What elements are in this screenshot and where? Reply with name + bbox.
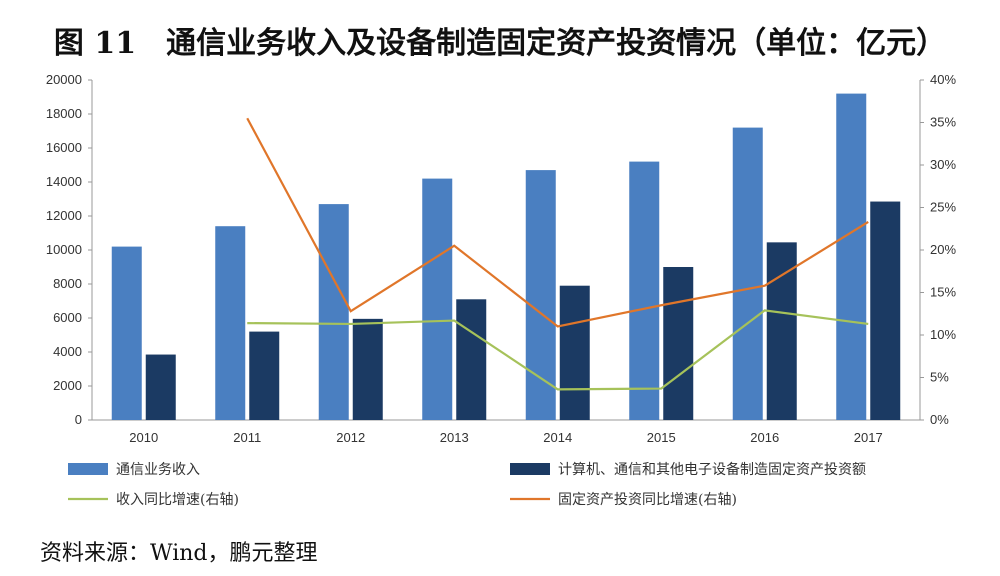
right-tick-label: 0%: [930, 412, 949, 427]
bar: [663, 267, 694, 420]
bar: [525, 170, 556, 420]
right-tick-label: 30%: [930, 157, 956, 172]
legend-label: 固定资产投资同比增速(右轴): [558, 492, 737, 508]
right-tick-label: 40%: [930, 72, 956, 87]
bars: [111, 93, 901, 420]
x-category-label: 2014: [543, 430, 572, 445]
x-category-label: 2016: [750, 430, 779, 445]
bar: [352, 318, 383, 420]
axes: 0 2000 4000 6000 8000 10000 12000 14000 16000 180…: [46, 72, 957, 445]
bar: [111, 246, 142, 420]
right-tick-label: 5%: [930, 370, 949, 385]
left-tick-label: 12000: [46, 208, 82, 223]
x-category-label: 2015: [647, 430, 676, 445]
lines: [246, 117, 869, 391]
left-tick-label: 10000: [46, 242, 82, 257]
legend-label: 通信业务收入: [116, 462, 200, 478]
left-tick-label: 6000: [53, 310, 82, 325]
bar: [318, 204, 349, 420]
left-tick-label: 4000: [53, 344, 82, 359]
source-note: 资料来源：Wind，鹏元整理: [40, 541, 318, 566]
left-tick-label: 16000: [46, 140, 82, 155]
bar: [629, 161, 660, 420]
x-category-label: 2010: [129, 430, 158, 445]
bar: [766, 242, 797, 420]
bar: [249, 331, 280, 420]
bar: [422, 178, 453, 420]
x-category-label: 2017: [854, 430, 883, 445]
series-line: [247, 309, 869, 391]
legend-swatch: [68, 463, 108, 475]
right-tick-label: 25%: [930, 200, 956, 215]
legend-label: 计算机、通信和其他电子设备制造固定资产投资额: [558, 461, 866, 478]
right-tick-label: 15%: [930, 285, 956, 300]
x-category-label: 2013: [440, 430, 469, 445]
left-tick-label: 14000: [46, 174, 82, 189]
right-tick-label: 35%: [930, 115, 956, 130]
bar: [559, 285, 590, 420]
left-tick-label: 18000: [46, 106, 82, 121]
right-tick-label: 20%: [930, 242, 956, 257]
bar: [836, 93, 867, 420]
bar: [215, 226, 246, 420]
bar: [732, 127, 763, 420]
x-category-label: 2012: [336, 430, 365, 445]
series-line: [246, 117, 869, 328]
x-category-label: 2011: [233, 430, 261, 445]
left-tick-label: 0: [75, 412, 82, 427]
left-tick-label: 20000: [46, 72, 82, 87]
left-tick-label: 8000: [53, 276, 82, 291]
legend-label: 收入同比增速(右轴): [116, 492, 239, 508]
bar: [870, 201, 901, 420]
legend-swatch: [510, 463, 550, 475]
chart-title: 图 11 通信业务收入及设备制造固定资产投资情况（单位：亿元）: [53, 26, 947, 61]
right-tick-label: 10%: [930, 327, 956, 342]
bar: [456, 299, 487, 420]
bar: [145, 354, 176, 420]
left-tick-label: 2000: [53, 378, 82, 393]
